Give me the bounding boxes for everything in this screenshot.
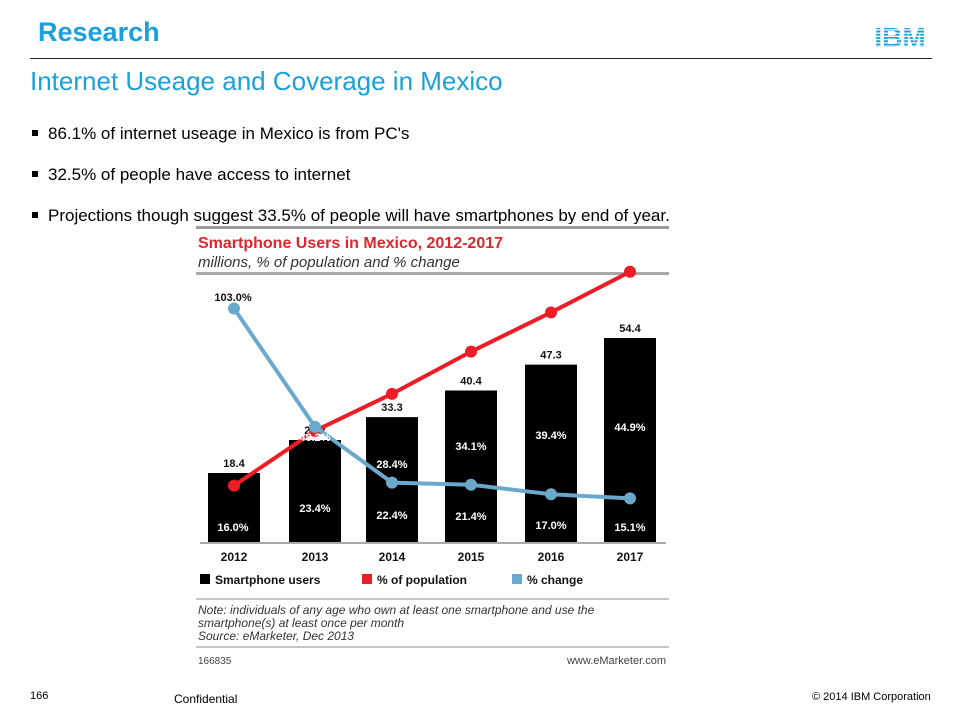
point-change [624,492,636,505]
legend-swatch [512,574,522,584]
bar-value-label: 18.4 [223,458,245,470]
legend-label: % change [527,573,583,587]
point-change [386,476,398,489]
legend-swatch [200,574,210,584]
page-number: 166 [30,690,49,702]
confidential-label: Confidential [174,692,238,706]
bar-smartphone-users [289,440,341,542]
chart-id: 166835 [198,656,232,667]
population-value-label: 28.4% [376,459,407,471]
bullet-item: Projections though suggest 33.5% of peop… [32,206,670,247]
population-value-label: 16.0% [217,522,248,534]
bullet-list: 86.1% of internet useage in Mexico is fr… [32,124,670,247]
point-change [465,478,477,491]
chart-brand: www.eMarketer.com [566,655,666,667]
x-tick-label: 2017 [617,550,644,564]
line-change [232,307,631,501]
bar-value-label: 33.3 [381,402,402,414]
bar-smartphone-users [604,338,656,542]
chart-svg: Smartphone Users in Mexico, 2012-2017 mil… [196,224,669,670]
ibm-logo: IBM [874,24,925,50]
point-population [465,345,477,358]
x-tick-label: 2015 [458,550,485,564]
bar-smartphone-users [525,364,577,542]
population-value-label: 44.9% [614,422,645,434]
ibm-logo-text: IBM [874,24,925,50]
point-population [624,265,636,278]
chart-subtitle: millions, % of population and % change [198,254,460,271]
population-value-label: 39.4% [535,430,566,442]
point-change [309,420,321,433]
point-population [386,387,398,400]
section-title: Research [38,17,160,47]
chart-note: Source: eMarketer, Dec 2013 [198,629,354,643]
change-value-label: 15.1% [614,522,645,534]
point-change [228,302,240,315]
population-value-label: 23.4% [299,503,330,515]
bar-value-label: 40.4 [460,376,482,388]
chart-title-band [196,272,669,275]
bar-smartphone-users [445,390,497,542]
chart-image: Smartphone Users in Mexico, 2012-2017 mil… [196,224,669,670]
change-value-label: 103.0% [214,292,252,304]
chart-note: smartphone(s) at least once per month [198,616,404,630]
chart-top-band [196,226,669,229]
bar-value-label: 47.3 [540,350,561,362]
change-value-label: 48.2% [299,432,330,444]
x-tick-label: 2014 [379,550,406,564]
x-tick-label: 2012 [221,550,248,564]
legend-swatch [362,574,372,584]
legend-label: Smartphone users [215,573,321,587]
population-value-label: 34.1% [455,441,486,453]
page-title: Internet Useage and Coverage in Mexico [30,66,503,96]
change-value-label: 22.4% [376,510,407,522]
x-tick-label: 2013 [302,550,329,564]
change-value-label: 21.4% [455,511,486,523]
bar-value-label: 54.4 [619,323,641,335]
header-rule [30,58,932,59]
bullet-item: 32.5% of people have access to internet [32,165,670,206]
chart-note: Note: individuals of any age who own at … [198,603,595,617]
copyright: © 2014 IBM Corporation [812,691,931,703]
legend-label: % of population [377,573,467,587]
chart-background [196,224,669,670]
point-population [545,306,557,319]
x-tick-label: 2016 [538,550,565,564]
point-change [545,488,557,501]
change-value-label: 17.0% [535,520,566,532]
point-population [228,479,240,492]
bullet-item: 86.1% of internet useage in Mexico is fr… [32,124,670,165]
chart-title: Smartphone Users in Mexico, 2012-2017 [198,235,503,252]
line-population [232,269,631,488]
